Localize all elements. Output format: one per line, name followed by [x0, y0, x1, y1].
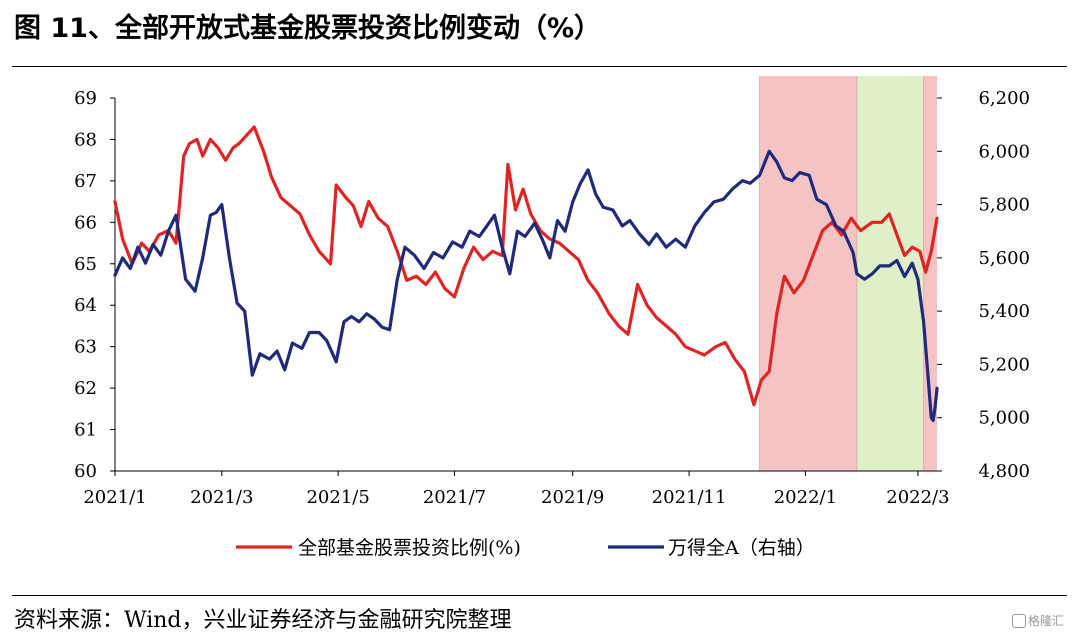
left-tick-label: 65: [74, 254, 97, 275]
right-tick-label: 6,000: [978, 141, 1030, 162]
series-line-index: [113, 149, 939, 422]
watermark-text: 格隆汇: [1027, 614, 1064, 628]
x-tick-label: 2021/1: [83, 487, 146, 508]
shaded-period-1: [856, 76, 924, 471]
x-tick-label: 2021/11: [652, 487, 727, 508]
series-lines: [113, 125, 939, 422]
shaded-periods: [759, 76, 937, 471]
x-tick-label: 2021/7: [423, 487, 486, 508]
bottom-rule: [12, 595, 1067, 596]
left-tick-label: 64: [74, 295, 97, 316]
line-chart: 60 61 62 63 64 65 66 67 68 69 4,800 5,000 5,200 5,400…: [74, 76, 1030, 559]
shaded-period-0: [759, 76, 857, 471]
x-tick-label: 2021/5: [306, 487, 369, 508]
axes: 60 61 62 63 64 65 66 67 68 69 4,800 5,000 5,200 5,400…: [74, 88, 1030, 508]
x-tick-label: 2021/3: [190, 487, 253, 508]
right-tick-label: 5,000: [978, 408, 1030, 429]
left-tick-label: 69: [74, 88, 97, 109]
left-tick-label: 66: [74, 212, 97, 233]
series-line-stock-ratio: [113, 125, 939, 407]
left-tick-label: 61: [74, 420, 97, 441]
right-tick-label: 5,600: [978, 248, 1030, 269]
legend-label: 万得全A（右轴）: [668, 537, 815, 559]
right-tick-label: 5,200: [978, 354, 1030, 375]
watermark: 格隆汇: [1011, 612, 1064, 629]
right-tick-label: 5,400: [978, 301, 1030, 322]
watermark-logo-icon: [1011, 614, 1026, 628]
right-tick-label: 5,800: [978, 195, 1030, 216]
x-tick-label: 2022/3: [886, 487, 949, 508]
left-tick-label: 62: [74, 378, 97, 399]
left-tick-label: 68: [74, 129, 97, 150]
legend: 全部基金股票投资比例(%) 万得全A（右轴）: [236, 537, 815, 559]
left-tick-label: 63: [74, 337, 97, 358]
x-tick-label: 2022/1: [774, 487, 837, 508]
chart-title: 图 11、全部开放式基金股票投资比例变动（%）: [14, 13, 602, 44]
top-rule: [12, 66, 1067, 67]
left-tick-label: 60: [74, 461, 97, 482]
source-note: 资料来源：Wind，兴业证券经济与金融研究院整理: [14, 608, 512, 633]
right-tick-label: 4,800: [978, 461, 1030, 482]
x-tick-label: 2021/9: [541, 487, 604, 508]
legend-label: 全部基金股票投资比例(%): [298, 537, 521, 559]
left-tick-label: 67: [74, 171, 97, 192]
right-tick-label: 6,200: [978, 88, 1030, 109]
